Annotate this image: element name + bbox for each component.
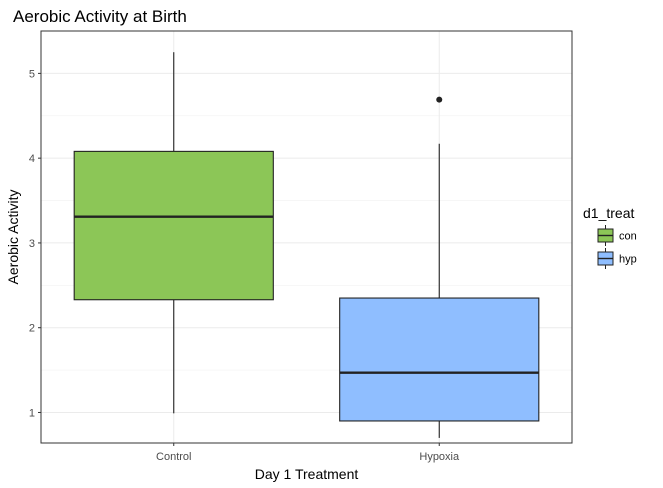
legend-label: hyp — [619, 254, 637, 266]
box-iqr — [339, 297, 540, 422]
x-tick-label: Hypoxia — [419, 451, 460, 463]
y-tick-label: 2 — [29, 323, 35, 335]
x-tick-label: Control — [156, 451, 191, 463]
legend-item-hyp: hyp — [597, 248, 637, 269]
chart-title: Aerobic Activity at Birth — [13, 7, 187, 26]
y-tick-label: 3 — [29, 238, 35, 250]
panel-border — [40, 30, 573, 444]
y-axis: 1 2 3 4 5 — [29, 68, 41, 419]
x-axis-title: Day 1 Treatment — [255, 466, 359, 482]
y-tick-label: 4 — [29, 153, 35, 165]
box-hyp — [339, 96, 540, 438]
y-tick-label: 5 — [29, 68, 35, 80]
legend-label: con — [619, 231, 637, 243]
x-axis: Control Hypoxia — [156, 443, 460, 463]
box-iqr — [73, 150, 274, 301]
y-axis-title: Aerobic Activity — [5, 190, 21, 285]
box-con — [73, 52, 274, 414]
y-tick-label: 1 — [29, 407, 35, 419]
legend: d1_treat con hyp — [583, 205, 637, 269]
outlier-point — [436, 96, 443, 103]
boxes — [73, 52, 540, 438]
legend-title: d1_treat — [583, 205, 634, 221]
legend-item-con: con — [597, 225, 637, 246]
